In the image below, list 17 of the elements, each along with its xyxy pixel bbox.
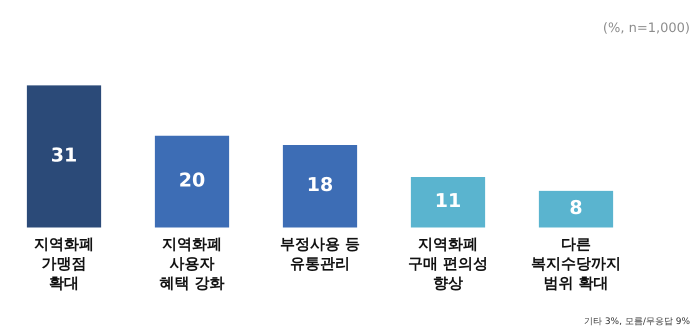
x-tick-label: 부정사용 등 유통관리 bbox=[280, 235, 360, 273]
bar bbox=[538, 190, 614, 228]
data-label: 31 bbox=[50, 144, 78, 166]
data-label: 20 bbox=[178, 170, 206, 192]
text: (%, n=1,000) bbox=[602, 20, 690, 36]
data-label: 8 bbox=[569, 197, 583, 220]
x-tick-label: 다른 복지수당까지 범위 확대 bbox=[531, 235, 621, 292]
bar bbox=[154, 136, 230, 228]
bar bbox=[26, 85, 102, 228]
data-label: 18 bbox=[306, 174, 334, 196]
bar bbox=[282, 144, 358, 228]
x-tick-label: 지역화폐 구매 편의성 향상 bbox=[408, 235, 488, 292]
x-tick-label: 지역화폐 가맹점 확대 bbox=[34, 235, 94, 292]
data-label: 11 bbox=[434, 190, 462, 212]
x-tick-label: 지역화폐 사용자 혜택 강화 bbox=[159, 235, 225, 292]
text: 기타 3%, 모름/무응답 9% bbox=[584, 316, 690, 327]
bar bbox=[410, 177, 486, 228]
